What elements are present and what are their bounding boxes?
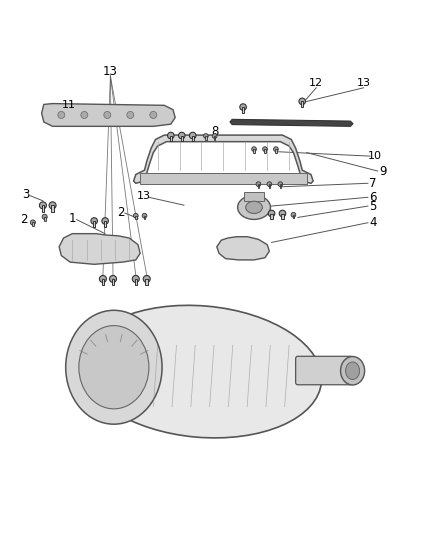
Circle shape [142,213,147,218]
Bar [144,216,145,220]
Bar [253,149,255,153]
Text: 11: 11 [62,100,76,110]
Circle shape [256,182,261,187]
Bar [44,217,46,221]
Text: 13: 13 [103,65,118,78]
Circle shape [291,213,296,217]
Circle shape [167,132,174,139]
Polygon shape [230,119,353,126]
Text: 7: 7 [369,177,377,190]
Circle shape [58,111,65,118]
Text: 13: 13 [137,191,151,201]
Circle shape [267,182,272,187]
Bar [293,215,294,219]
Circle shape [299,98,305,104]
Circle shape [274,147,278,151]
Bar [32,222,34,227]
Ellipse shape [237,195,270,220]
Text: 12: 12 [309,78,323,88]
Bar [258,184,259,188]
Circle shape [178,132,185,139]
Circle shape [212,134,217,139]
Bar [51,205,54,212]
Ellipse shape [341,357,364,385]
Bar [112,279,114,285]
Circle shape [240,104,246,110]
Circle shape [204,134,208,139]
Bar [242,107,244,113]
Circle shape [102,217,108,224]
Text: 1: 1 [68,212,76,225]
Circle shape [81,111,88,118]
Ellipse shape [246,201,262,214]
Circle shape [252,147,256,151]
Circle shape [278,182,283,187]
Bar [42,205,44,212]
Circle shape [127,111,134,118]
Bar [281,214,284,220]
Bar [102,279,104,285]
Circle shape [263,147,267,151]
Circle shape [30,220,35,225]
Text: 2: 2 [117,206,124,219]
Bar [135,216,137,220]
Polygon shape [42,103,175,126]
Bar [145,279,148,285]
Circle shape [91,217,97,224]
Bar [214,136,215,140]
Circle shape [143,276,150,282]
Polygon shape [217,237,269,260]
Polygon shape [59,233,140,264]
Text: 8: 8 [211,125,218,138]
Circle shape [104,111,111,118]
Ellipse shape [81,305,321,438]
Bar [134,279,137,285]
Text: 3: 3 [22,188,29,201]
Circle shape [49,202,56,209]
Text: 10: 10 [368,151,382,161]
Bar [205,136,207,140]
Bar [301,101,304,107]
Bar [191,135,194,141]
Bar [104,221,106,227]
Ellipse shape [79,326,149,409]
Bar [244,192,264,201]
Bar [268,184,270,188]
Circle shape [134,213,138,218]
Circle shape [189,132,196,139]
Circle shape [42,214,47,220]
Ellipse shape [346,362,360,379]
Circle shape [268,210,275,217]
Circle shape [39,202,46,209]
Ellipse shape [66,310,162,424]
Circle shape [110,276,117,282]
Circle shape [279,210,286,217]
Bar [170,135,172,141]
Text: 9: 9 [379,165,387,177]
Bar [270,214,273,220]
Bar [275,149,277,153]
Text: 13: 13 [357,78,371,88]
Bar [140,173,307,184]
Bar [180,135,183,141]
Text: 4: 4 [369,216,377,229]
Polygon shape [134,135,313,183]
Text: 6: 6 [369,191,377,204]
Bar [264,149,266,153]
Circle shape [99,276,106,282]
FancyBboxPatch shape [296,356,353,385]
Bar [279,184,281,188]
Circle shape [150,111,157,118]
Text: 2: 2 [20,213,28,226]
Bar [93,221,95,227]
Circle shape [132,276,139,282]
Text: 5: 5 [370,199,377,213]
